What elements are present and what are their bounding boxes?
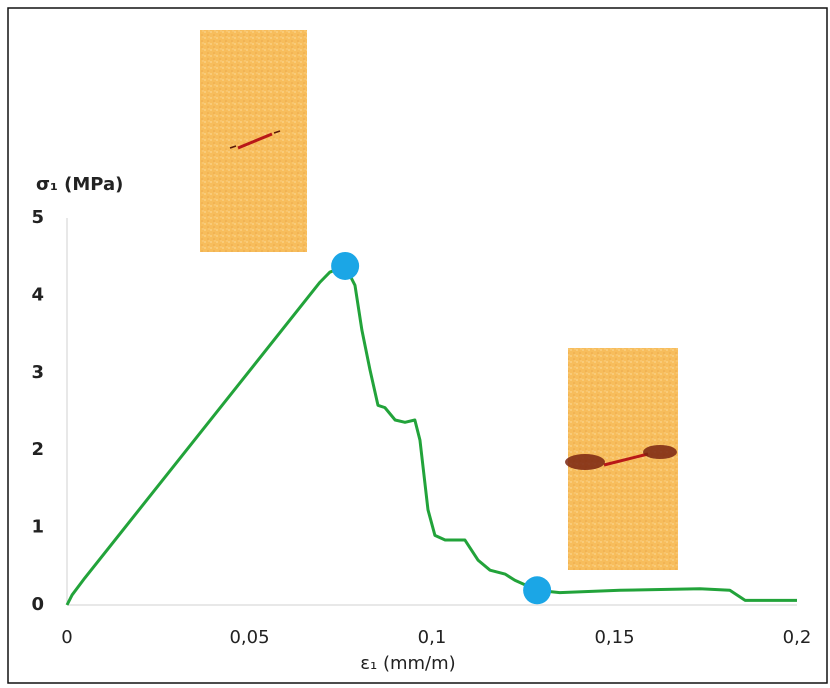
x-axis-label: ε₁ (mm/m) bbox=[360, 653, 455, 674]
crack bbox=[237, 132, 273, 150]
y-tick-label: 0 bbox=[31, 594, 44, 615]
y-tick-label: 1 bbox=[31, 517, 44, 538]
highlight-point bbox=[331, 251, 360, 280]
x-tick-label: 0,1 bbox=[418, 627, 447, 648]
specimen-image-peak bbox=[200, 30, 307, 252]
x-tick-label: 0,05 bbox=[229, 627, 269, 648]
y-tick-label: 3 bbox=[31, 362, 44, 383]
damage-zone bbox=[643, 445, 677, 459]
x-tick-label: 0 bbox=[61, 627, 72, 648]
frame bbox=[7, 7, 828, 684]
y-tick-label: 4 bbox=[31, 284, 44, 305]
x-tick-label: 0,2 bbox=[783, 627, 812, 648]
highlight-point bbox=[523, 576, 552, 605]
y-tick-label: 2 bbox=[31, 439, 44, 460]
y-tick-label: 5 bbox=[31, 207, 44, 228]
crack bbox=[603, 452, 649, 467]
y-axis-label: σ₁ (MPa) bbox=[36, 174, 123, 195]
x-tick-label: 0,15 bbox=[594, 627, 634, 648]
damage-zone bbox=[565, 454, 605, 470]
stress-strain-line bbox=[65, 264, 797, 606]
crack-tip bbox=[229, 130, 281, 149]
specimen-image-post-peak bbox=[565, 348, 678, 570]
